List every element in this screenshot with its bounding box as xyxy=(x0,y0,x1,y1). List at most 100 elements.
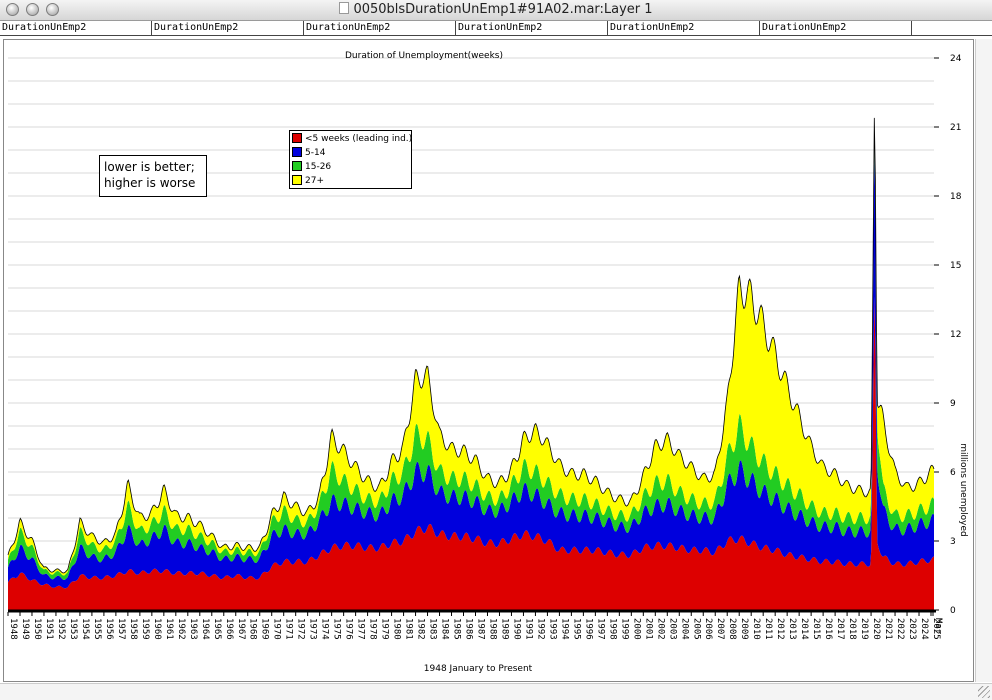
x-tick-label: 1955 xyxy=(92,618,102,640)
y-axis-label: millions unemployed xyxy=(958,443,968,537)
y-tick-label: 3 xyxy=(950,537,956,547)
x-tick-label: 1959 xyxy=(140,618,150,640)
tab-duration-3[interactable]: DurationUnEmp2 xyxy=(304,21,456,35)
horizontal-scrollbar[interactable] xyxy=(0,683,992,700)
minimize-window-icon[interactable] xyxy=(26,3,39,16)
x-tick-label: 2020 xyxy=(871,618,881,640)
legend-item-5-14: 5-14 xyxy=(292,147,409,161)
x-tick-label: 1965 xyxy=(212,618,222,640)
x-tick-label: 1996 xyxy=(583,618,593,640)
x-tick-label: 1954 xyxy=(80,618,90,640)
x-tick-label: 1952 xyxy=(56,618,66,640)
legend-label-27plus: 27+ xyxy=(305,176,324,186)
x-tick-label: 2004 xyxy=(679,618,689,640)
tab-duration-1[interactable]: DurationUnEmp2 xyxy=(0,21,152,35)
x-tick-label: 1992 xyxy=(535,618,545,640)
resize-grip-icon[interactable] xyxy=(978,686,990,698)
document-icon xyxy=(339,2,350,14)
x-tick-label: 1985 xyxy=(452,618,462,640)
y-tick-label: 18 xyxy=(950,192,962,202)
x-tick-label: 2022 xyxy=(895,618,905,640)
x-tick-label: 1976 xyxy=(344,618,354,640)
x-tick-label: 1993 xyxy=(547,618,557,640)
area-series-1 xyxy=(8,140,934,589)
area-series-3 xyxy=(8,117,934,576)
x-tick-label: 1981 xyxy=(404,618,414,640)
x-tick-label: 1958 xyxy=(128,618,138,640)
legend-item-lt5: <5 weeks (leading ind.) xyxy=(292,133,413,147)
x-tick-label: 1969 xyxy=(260,618,270,640)
tab-duration-4[interactable]: DurationUnEmp2 xyxy=(456,21,608,35)
tab-duration-6[interactable]: DurationUnEmp2 xyxy=(760,21,912,35)
y-tick-labels: 0 3 6 9 12 15 18 21 24 xyxy=(934,54,962,616)
close-window-icon[interactable] xyxy=(6,3,19,16)
x-tick-label: 1998 xyxy=(607,618,617,640)
x-tick-label: 1964 xyxy=(200,618,210,640)
x-tick-labels: 1948 1949 1950 1951 1952 1953 1954 1955 1956 1957… xyxy=(7,612,943,640)
window-title-text: 0050blsDurationUnEmp1#91A02.mar:Layer 1 xyxy=(353,2,653,17)
x-tick-label: 1994 xyxy=(559,618,569,640)
x-tick-label: 2007 xyxy=(715,618,725,640)
x-tick-label: 2008 xyxy=(727,618,737,640)
y-tick-label: 6 xyxy=(950,468,956,478)
x-tick-label: 2024 xyxy=(919,618,929,640)
x-tick-label: 1950 xyxy=(32,618,42,640)
window-titlebar: 0050blsDurationUnEmp1#91A02.mar:Layer 1 xyxy=(0,0,992,21)
x-tick-label: 1983 xyxy=(428,618,438,640)
legend-label-5-14: 5-14 xyxy=(305,148,326,158)
x-tick-label: 1973 xyxy=(308,618,318,640)
x-tick-label: 2018 xyxy=(847,618,857,640)
tab-duration-2[interactable]: DurationUnEmp2 xyxy=(152,21,304,35)
annotation-line-2: higher is worse xyxy=(104,176,196,190)
chart-title: Duration of Unemployment(weeks) xyxy=(345,51,503,61)
x-tick-label: Mar xyxy=(933,618,943,635)
x-tick-label: 2005 xyxy=(691,618,701,640)
x-tick-label: 1990 xyxy=(511,618,521,640)
x-tick-label: 1963 xyxy=(188,618,198,640)
x-tick-label: 1968 xyxy=(248,618,258,640)
x-tick-label: 1980 xyxy=(392,618,402,640)
x-tick-label: 1987 xyxy=(475,618,485,640)
x-tick-label: 1956 xyxy=(104,618,114,640)
x-tick-label: 1974 xyxy=(320,618,330,640)
y-tick-label: 24 xyxy=(950,54,962,64)
x-tick-label: 1972 xyxy=(296,618,306,640)
x-tick-label: 1982 xyxy=(416,618,426,640)
zoom-window-icon[interactable] xyxy=(46,3,59,16)
legend-swatch-yellow xyxy=(292,175,302,185)
x-tick-label: 2019 xyxy=(859,618,869,640)
x-tick-label: 2021 xyxy=(883,618,893,640)
x-tick-label: 2023 xyxy=(907,618,917,640)
x-tick-label: 1986 xyxy=(464,618,474,640)
x-tick-label: 2011 xyxy=(763,618,773,640)
x-tick-label: 2010 xyxy=(751,618,761,640)
annotation-box: lower is better; higher is worse xyxy=(99,155,207,197)
x-tick-label: 1997 xyxy=(595,618,605,640)
y-tick-label: 12 xyxy=(950,330,961,340)
x-tick-label: 1999 xyxy=(619,618,629,640)
x-tick-label: 1977 xyxy=(356,618,366,640)
x-tick-label: 1984 xyxy=(440,618,450,640)
x-axis-label: 1948 January to Present xyxy=(424,664,533,674)
x-tick-label: 1949 xyxy=(20,618,30,640)
x-tick-label: 2009 xyxy=(739,618,749,640)
x-tick-label: 2000 xyxy=(631,618,641,640)
legend-item-15-26: 15-26 xyxy=(292,161,409,175)
x-tick-label: 2013 xyxy=(787,618,797,640)
stacked-areas xyxy=(7,117,935,610)
x-tick-label: 1970 xyxy=(272,618,282,640)
vertical-scrollbar[interactable] xyxy=(975,39,992,682)
legend-swatch-red xyxy=(292,133,302,143)
x-tick-label: 1991 xyxy=(523,618,533,640)
legend-swatch-blue xyxy=(292,147,302,157)
tab-duration-5[interactable]: DurationUnEmp2 xyxy=(608,21,760,35)
x-tick-label: 2025 xyxy=(931,618,941,640)
x-tick-label: 1966 xyxy=(224,618,234,640)
legend-label-lt5: <5 weeks (leading ind.) xyxy=(305,134,413,144)
window-title: 0050blsDurationUnEmp1#91A02.mar:Layer 1 xyxy=(0,2,992,17)
x-tick-label: 1961 xyxy=(164,618,174,640)
x-tick-label: 1957 xyxy=(116,618,126,640)
x-tick-label: 2003 xyxy=(667,618,677,640)
x-tick-label: 2017 xyxy=(835,618,845,640)
